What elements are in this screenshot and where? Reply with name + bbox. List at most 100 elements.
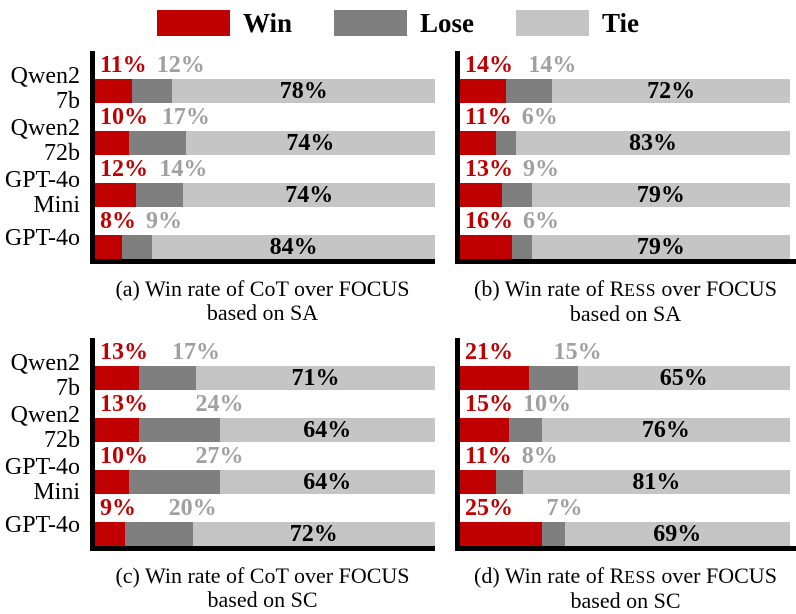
y-axis-label-line: Qwen2 bbox=[10, 63, 80, 89]
lose-percent-label: 10% bbox=[523, 391, 571, 417]
win-percent-label: 8% bbox=[100, 208, 136, 234]
y-axis-label: GPT-4o Mini bbox=[0, 167, 90, 219]
lose-percent-label: 17% bbox=[161, 104, 210, 130]
small-caps-text: ESS bbox=[624, 280, 656, 300]
caption-d: (d) Win rate of RESS over FOCUS based on… bbox=[455, 564, 796, 613]
bar-value-labels: 11% 12% bbox=[95, 51, 435, 79]
subplot-a-body: Qwen2 7b Qwen2 72b GPT-4o Mini GPT-4o 11% 12% 78… bbox=[0, 51, 435, 264]
plot-area-b: 14% 14% 72% 11% 6% 83% 13% 9% 79% 16% 6% 79% bbox=[455, 51, 796, 264]
y-axis-label-line: GPT-4o bbox=[4, 224, 80, 251]
caption-c-line1: (c) Win rate of CoT over FOCUS bbox=[115, 563, 410, 588]
win-bar-segment bbox=[95, 131, 129, 155]
legend-item-tie: Tie bbox=[516, 9, 639, 37]
bar-value-labels: 16% 6% bbox=[460, 207, 790, 235]
win-percent-label: 16% bbox=[465, 208, 513, 234]
lose-bar-segment bbox=[125, 522, 193, 546]
caption-b-line2: based on SA bbox=[569, 301, 682, 326]
win-percent-label: 13% bbox=[465, 156, 513, 182]
lose-swatch bbox=[334, 10, 407, 36]
bar-value-labels: 15% 10% bbox=[460, 390, 790, 418]
win-percent-label: 11% bbox=[100, 52, 147, 78]
tie-bar-segment: 84% bbox=[152, 235, 435, 259]
lose-bar-segment bbox=[509, 418, 542, 442]
tie-percent-label: 81% bbox=[632, 469, 681, 495]
caption-d-line2: based on SC bbox=[570, 588, 681, 613]
stacked-bar: 74% bbox=[95, 183, 435, 207]
y-axis-label-line: GPT-4o bbox=[4, 454, 80, 480]
bar-value-labels: 10% 17% bbox=[95, 103, 435, 131]
subplot-c-body: Qwen2 7b Qwen2 72b GPT-4o Mini GPT-4o 13% 17% 71… bbox=[0, 338, 435, 551]
legend-item-lose: Lose bbox=[334, 7, 474, 38]
win-bar-segment bbox=[95, 366, 139, 390]
tie-bar-segment: 79% bbox=[531, 234, 790, 260]
y-axis-labels-bottom: Qwen2 7b Qwen2 72b GPT-4o Mini GPT-4o bbox=[0, 338, 90, 551]
tie-bar-segment: 72% bbox=[192, 521, 435, 547]
y-axis-label-line: 7b bbox=[56, 88, 80, 114]
y-axis-labels-top: Qwen2 7b Qwen2 72b GPT-4o Mini GPT-4o bbox=[0, 51, 90, 264]
win-bar-segment bbox=[460, 79, 507, 103]
tie-bar-segment: 64% bbox=[219, 418, 435, 442]
tie-bar-segment: 64% bbox=[219, 470, 435, 494]
stacked-bar: 74% bbox=[95, 131, 435, 155]
legend: Win Lose Tie bbox=[0, 0, 796, 42]
tie-percent-label: 72% bbox=[289, 521, 338, 547]
lose-percent-label: 9% bbox=[523, 156, 559, 182]
bar-value-labels: 9% 20% bbox=[95, 494, 435, 522]
y-axis-label-line: 72b bbox=[44, 427, 80, 453]
legend-label-lose: Lose bbox=[420, 7, 474, 38]
tie-bar-segment: 78% bbox=[172, 79, 435, 103]
tie-percent-label: 74% bbox=[285, 182, 334, 208]
y-axis-label: Qwen2 72b bbox=[0, 115, 90, 167]
lose-bar-segment bbox=[138, 366, 196, 390]
bar-value-labels: 21% 15% bbox=[460, 338, 790, 366]
lose-bar-segment bbox=[506, 79, 553, 103]
lose-bar-segment bbox=[128, 131, 186, 155]
y-axis-label-line: Qwen2 bbox=[10, 115, 80, 141]
lose-percent-label: 14% bbox=[528, 52, 577, 78]
tie-percent-label: 79% bbox=[636, 234, 685, 260]
small-caps-text: ESS bbox=[624, 567, 656, 587]
win-percent-label: 15% bbox=[465, 391, 513, 417]
win-percent-label: 25% bbox=[465, 495, 513, 521]
y-axis-label-line: Mini bbox=[33, 192, 80, 218]
y-axis-label: Qwen2 7b bbox=[0, 350, 90, 402]
win-bar-segment bbox=[95, 522, 126, 546]
win-bar-segment bbox=[95, 235, 122, 259]
stacked-bar: 65% bbox=[460, 366, 790, 390]
win-bar-segment bbox=[460, 418, 509, 442]
bar-value-labels: 11% 6% bbox=[460, 103, 790, 131]
stacked-bar: 81% bbox=[460, 470, 790, 494]
lose-bar-segment bbox=[496, 131, 517, 155]
win-bar-segment bbox=[460, 470, 497, 494]
win-percent-label: 21% bbox=[465, 339, 513, 365]
win-bar-segment bbox=[460, 131, 497, 155]
tie-bar-segment: 81% bbox=[522, 469, 790, 495]
lose-percent-label: 6% bbox=[523, 208, 559, 234]
bar-value-labels: 12% 14% bbox=[95, 155, 435, 183]
bar-value-labels: 10% 27% bbox=[95, 442, 435, 470]
bar-value-labels: 11% 8% bbox=[460, 442, 790, 470]
win-bar-segment bbox=[95, 79, 133, 103]
tie-percent-label: 74% bbox=[286, 130, 335, 156]
stacked-bar: 79% bbox=[460, 235, 790, 259]
bar-value-labels: 14% 14% bbox=[460, 51, 790, 79]
tie-percent-label: 72% bbox=[647, 78, 696, 104]
tie-bar-segment: 65% bbox=[577, 366, 790, 390]
y-axis-label: Qwen2 7b bbox=[0, 63, 90, 115]
lose-percent-label: 8% bbox=[521, 443, 558, 469]
bar-value-labels: 8% 9% bbox=[95, 207, 435, 235]
tie-bar-segment: 74% bbox=[183, 183, 435, 207]
lose-percent-label: 27% bbox=[195, 443, 244, 469]
caption-d-line1: (d) Win rate of RESS over FOCUS bbox=[474, 563, 777, 588]
win-bar-segment bbox=[95, 470, 129, 494]
tie-percent-label: 76% bbox=[641, 417, 690, 443]
lose-bar-segment bbox=[541, 522, 565, 546]
tie-bar-segment: 76% bbox=[541, 417, 790, 443]
lose-percent-label: 17% bbox=[171, 339, 220, 365]
win-bar-segment bbox=[95, 418, 139, 442]
lose-percent-label: 24% bbox=[195, 391, 244, 417]
win-percent-label: 11% bbox=[465, 104, 512, 130]
stacked-bar: 84% bbox=[95, 235, 435, 259]
caption-a-line1: (a) Win rate of CoT over FOCUS bbox=[115, 276, 410, 301]
